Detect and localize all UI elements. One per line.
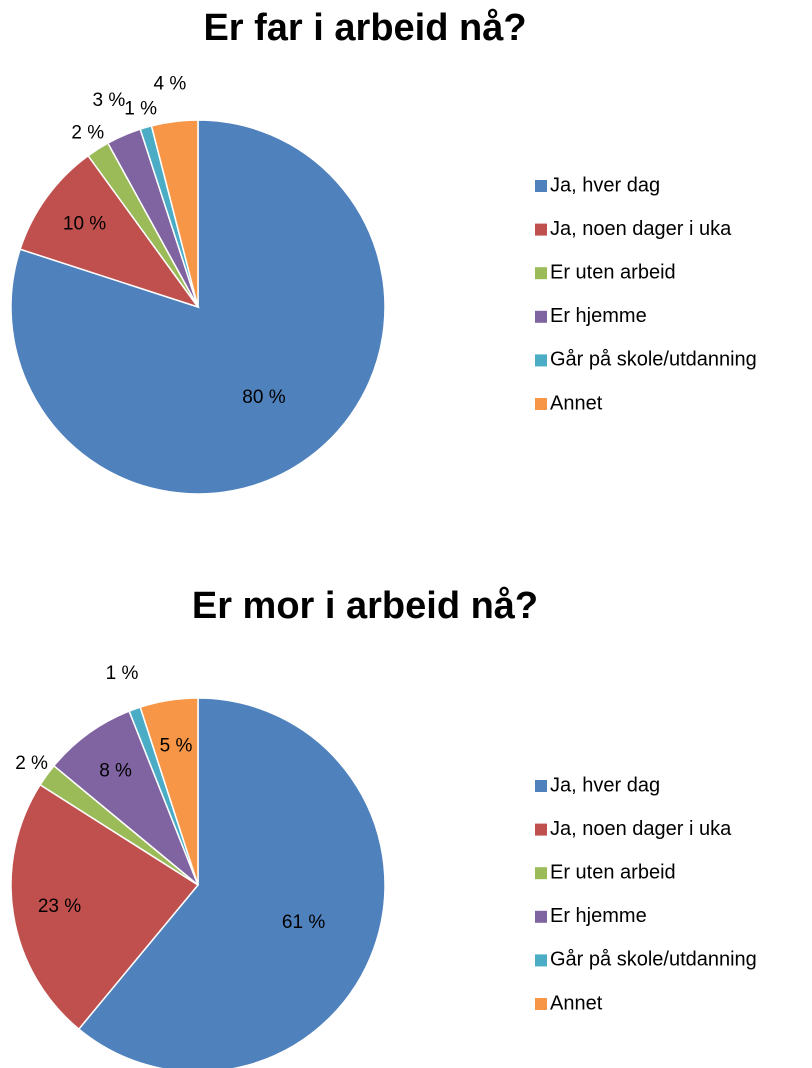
legend-label: Ja, hver dag (550, 774, 660, 796)
legend-swatch (535, 780, 547, 792)
chart-title: Er mor i arbeid nå? (192, 585, 538, 627)
pie-slice (77, 697, 386, 1068)
legend-label: Er uten arbeid (550, 861, 676, 883)
data-label: 3 % (93, 90, 126, 111)
legend-label: Er hjemme (550, 905, 647, 927)
data-label: 23 % (38, 896, 81, 917)
legend-swatch (535, 398, 547, 410)
legend-label: Går på skole/utdanning (550, 349, 757, 371)
data-label: 8 % (99, 761, 132, 782)
pie-slice (139, 697, 199, 886)
legend-label: Ja, noen dager i uka (550, 818, 732, 840)
legend-label: Annet (550, 992, 603, 1014)
legend-label: Ja, noen dager i uka (550, 218, 732, 240)
pie-slice (52, 710, 199, 886)
data-label: 5 % (160, 735, 193, 756)
data-label: 2 % (15, 753, 48, 774)
legend-swatch (535, 223, 547, 236)
legend-swatch (535, 823, 547, 836)
legend-swatch (535, 180, 547, 192)
legend-swatch (535, 310, 547, 323)
legend-swatch (535, 910, 547, 923)
pie-slice (19, 154, 200, 309)
data-label: 61 % (282, 912, 325, 933)
data-label: 4 % (154, 73, 187, 94)
legend-swatch (535, 998, 547, 1010)
data-label: 1 % (106, 663, 139, 684)
legend-label: Går på skole/utdanning (550, 949, 757, 971)
legend-label: Annet (550, 392, 603, 414)
data-label: 10 % (63, 214, 106, 235)
legend-swatch (535, 954, 547, 967)
legend-swatch (535, 354, 547, 367)
chart-title: Er far i arbeid nå? (203, 7, 526, 49)
data-label: 2 % (71, 122, 104, 143)
pie-slice (10, 783, 200, 1031)
legend-swatch (535, 267, 547, 280)
data-label: 80 % (242, 387, 285, 408)
legend-label: Er uten arbeid (550, 261, 676, 283)
data-label: 1 % (124, 98, 157, 119)
legend-swatch (535, 867, 547, 880)
legend-label: Er hjemme (550, 305, 647, 327)
pie-slice (150, 119, 199, 308)
legend-label: Ja, hver dag (550, 174, 660, 196)
